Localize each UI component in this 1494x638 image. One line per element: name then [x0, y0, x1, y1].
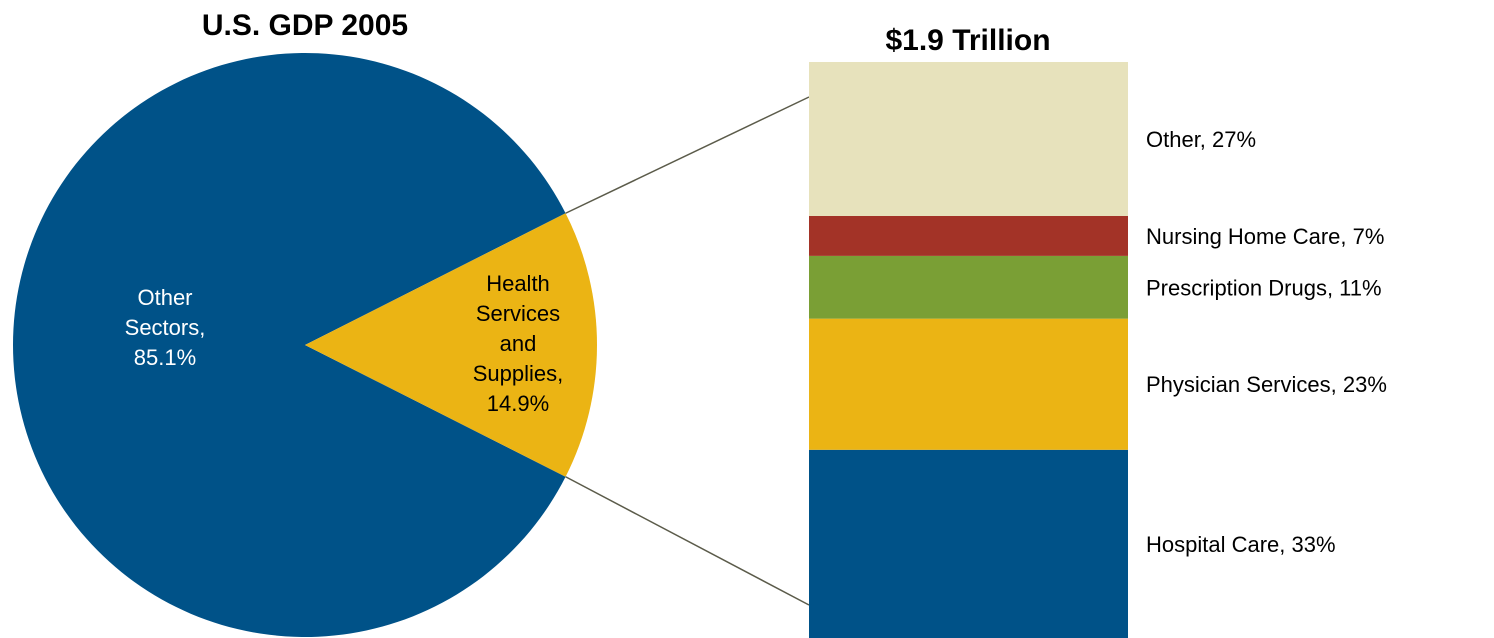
- bar-segment-physician-services-label: Physician Services, 23%: [1146, 372, 1387, 397]
- pie-slice-other-sectors-label: Other Sectors, 85.1%: [125, 285, 206, 370]
- pie-chart: Other Sectors, 85.1% Health Services and Suppl…: [13, 52, 597, 637]
- bar-segment-hospital-care-label: Hospital Care, 33%: [1146, 532, 1336, 557]
- connector-line-bottom: [565, 476, 810, 606]
- bar-segment-other: [809, 62, 1128, 216]
- bar-segment-hospital-care: [809, 449, 1128, 638]
- pie-slice-health-services: [305, 213, 597, 477]
- bar-segment-nursing-home-care-label: Nursing Home Care, 7%: [1146, 224, 1384, 249]
- bar-segment-nursing-home-care: [809, 215, 1128, 256]
- pie-slice-other-sectors: [13, 52, 566, 637]
- bar-segment-physician-services: [809, 318, 1128, 450]
- connector-line-top: [565, 96, 810, 214]
- stacked-bar: Hospital Care, 33% Physician Services, 23…: [809, 62, 1387, 638]
- connector-lines: [565, 96, 810, 606]
- stacked-bar-title: $1.9 Trillion: [885, 24, 1050, 57]
- bar-segment-prescription-drugs-label: Prescription Drugs, 11%: [1146, 275, 1382, 300]
- bar-segment-prescription-drugs: [809, 255, 1128, 319]
- bar-segment-other-label: Other, 27%: [1146, 127, 1256, 152]
- pie-slice-health-services-label: Health Services and Supplies, 14.9%: [473, 271, 564, 416]
- pie-chart-title: U.S. GDP 2005: [202, 9, 408, 42]
